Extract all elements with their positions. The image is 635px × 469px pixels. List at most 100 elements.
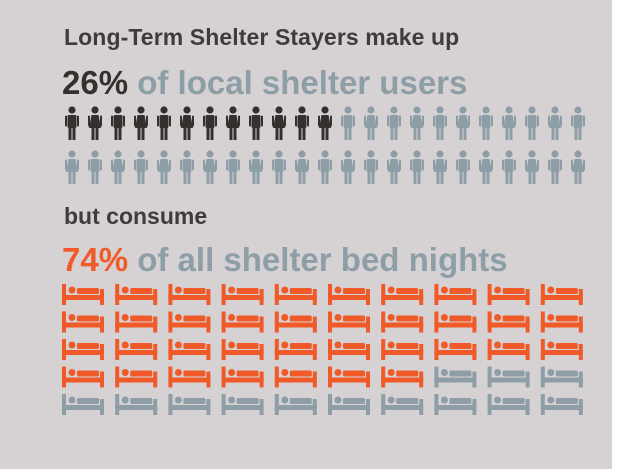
person-icon [249,106,263,140]
person-icon [226,150,240,184]
bed-icon [115,366,158,388]
person-icon [433,106,447,140]
bed-icon [274,339,317,360]
beds-pictogram [62,284,592,424]
person-icon [341,106,355,140]
bed-icon [487,394,530,415]
bed-icon [62,394,104,415]
bed-nights-stat-text: of all shelter bed nights [137,241,508,278]
bed-icon [62,284,104,305]
person-icon [548,150,562,184]
bed-icon [434,394,477,415]
bed-icon [221,394,264,415]
person-icon [295,150,309,184]
users-stat: 26% of local shelter users [62,64,467,102]
person-icon [88,106,102,140]
bed-icon [115,394,158,415]
person-icon [65,150,79,184]
bed-icon [381,394,424,415]
person-icon [226,106,240,140]
bed-icon [540,284,583,305]
infographic-panel: Long-Term Shelter Stayers make up 26% of… [0,0,612,469]
headline: Long-Term Shelter Stayers make up [64,24,460,50]
bed-icon [540,339,583,360]
bed-icon [168,339,211,360]
person-icon [272,150,286,184]
beds-grid [62,284,583,415]
person-icon [111,106,125,140]
person-icon [387,150,401,184]
bed-icon [274,311,317,333]
bed-nights-percentage: 74% [62,241,129,278]
bed-icon [381,284,424,305]
person-icon [249,150,263,184]
people-grid [65,106,585,184]
bed-icon [274,366,317,388]
person-icon [157,106,171,140]
person-icon [157,150,171,184]
person-icon [318,150,332,184]
bed-icon [115,339,158,360]
person-icon [180,106,194,140]
person-icon [525,106,539,140]
subheadline: but consume [64,203,208,229]
person-icon [456,106,470,140]
person-icon [88,150,102,184]
bed-icon [168,366,211,388]
bed-icon [168,394,211,415]
bed-icon [221,366,264,388]
bed-icon [381,311,424,333]
bed-icon [328,339,370,360]
bed-icon [115,284,158,305]
person-icon [456,150,470,184]
bed-icon [487,339,530,360]
person-icon [525,150,539,184]
bed-icon [274,394,317,415]
person-icon [410,150,424,184]
users-percentage: 26% [62,64,129,101]
users-stat-text: of local shelter users [137,64,468,101]
bed-icon [434,311,477,333]
person-icon [479,106,493,140]
bed-icon [381,339,424,360]
bed-nights-stat: 74% of all shelter bed nights [62,241,508,279]
bed-icon [381,366,424,388]
person-icon [295,106,309,140]
bed-icon [221,339,264,360]
bed-icon [540,366,583,388]
person-icon [134,106,148,140]
person-icon [548,106,562,140]
bed-icon [62,311,104,333]
bed-icon [328,394,370,415]
person-icon [502,106,516,140]
person-icon [341,150,355,184]
person-icon [571,106,585,140]
bed-icon [487,311,530,333]
bed-icon [328,311,370,333]
bed-icon [434,339,477,360]
person-icon [180,150,194,184]
bed-icon [221,311,264,333]
people-pictogram [62,106,592,188]
bed-icon [434,366,477,388]
person-icon [410,106,424,140]
bed-icon [434,284,477,305]
person-icon [433,150,447,184]
bed-icon [221,284,264,305]
bed-icon [328,366,370,388]
bed-icon [540,311,583,333]
person-icon [134,150,148,184]
person-icon [203,106,217,140]
bed-icon [62,339,104,360]
person-icon [502,150,516,184]
bed-icon [115,311,158,333]
bed-icon [168,311,211,333]
bed-icon [328,284,370,305]
bed-icon [540,394,583,415]
bed-icon [62,366,104,388]
bed-icon [487,284,530,305]
bed-icon [274,284,317,305]
person-icon [364,150,378,184]
person-icon [272,106,286,140]
person-icon [111,150,125,184]
